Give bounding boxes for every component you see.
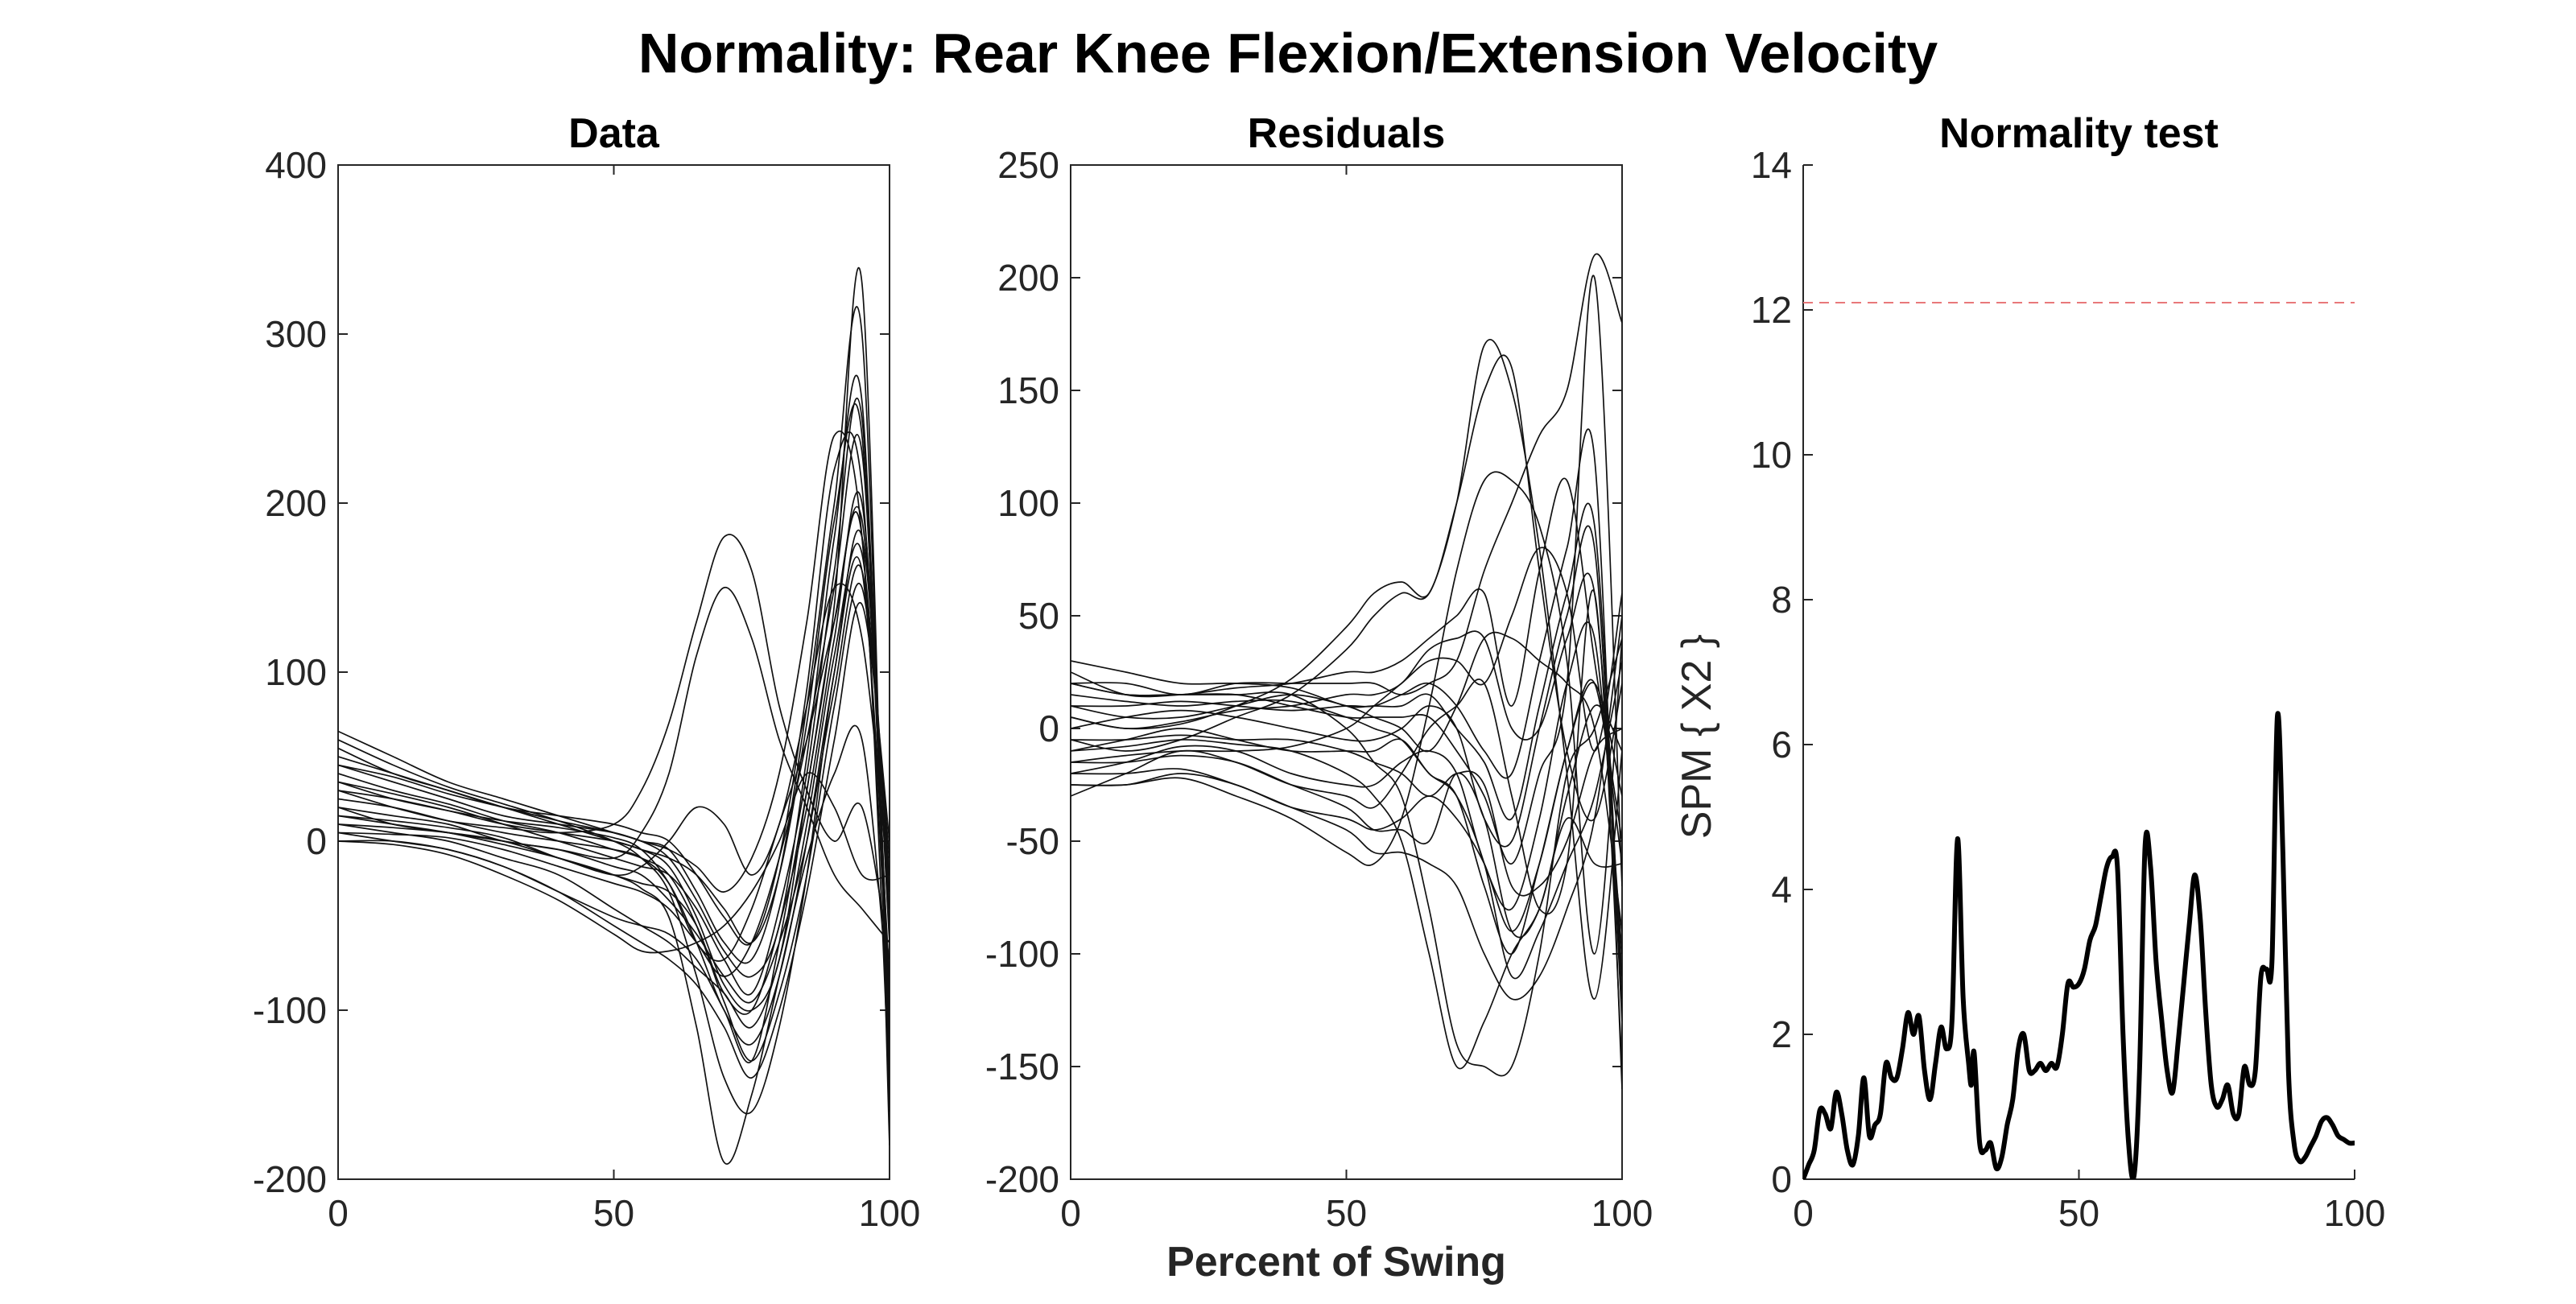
residuals-x-tick-label: 100: [1591, 1192, 1653, 1234]
data-title: Data: [568, 110, 660, 157]
data-curve-16: [338, 534, 890, 960]
data-curve-19: [338, 724, 890, 1165]
data-curve-12: [338, 403, 890, 1062]
residuals-curve-17: [1071, 547, 1622, 763]
residuals-curve-2: [1071, 621, 1622, 955]
data-y-tick-label: -200: [253, 1158, 327, 1200]
residuals-y-tick-label: -50: [1006, 820, 1059, 862]
residuals-curve-11: [1071, 660, 1622, 980]
residuals-y-tick-label: 100: [997, 482, 1059, 524]
data-axes-box: [337, 164, 890, 1180]
normality-test-y-tick-label: 12: [1751, 289, 1792, 331]
residuals-y-tick-label: -150: [985, 1046, 1059, 1087]
data-curve-20: [338, 511, 890, 1096]
data-curve-6: [338, 266, 890, 1146]
residuals-curve-22: [1071, 253, 1622, 695]
normality-test-title: Normality test: [1939, 110, 2219, 157]
residuals-y-tick-label: 200: [997, 257, 1059, 299]
residuals-panel: Residuals 0 50 100 -200 -150 -100 -50 0 50 100 150 2…: [985, 110, 1653, 1234]
data-y-tick-label: 300: [265, 313, 327, 355]
data-curve-7: [338, 374, 890, 1079]
residuals-curve-18: [1071, 638, 1622, 1077]
data-curve-10: [338, 564, 890, 1004]
normality-test-x-tick-label: 100: [2324, 1192, 2386, 1234]
spm-x2-series-line: [1803, 711, 2355, 1179]
data-x-tick-label: 50: [593, 1192, 634, 1234]
residuals-y-tick-label: -200: [985, 1158, 1059, 1200]
data-curve-17: [338, 583, 890, 893]
residuals-curve-12: [1071, 572, 1622, 977]
data-curve-14: [338, 601, 890, 1079]
normality-test-y-tick-label: 6: [1771, 724, 1792, 765]
data-x-tick-label: 0: [328, 1192, 349, 1234]
residuals-curve-21: [1071, 471, 1622, 955]
data-curve-9: [338, 543, 890, 1029]
data-curve-21: [338, 772, 890, 954]
residuals-curves: [1071, 253, 1622, 1090]
residuals-curve-19: [1071, 739, 1622, 1070]
data-y-tick-label: -100: [253, 989, 327, 1031]
data-curve-22: [338, 430, 890, 1028]
normality-test-y-tick-label: 14: [1751, 144, 1792, 186]
residuals-y-tick-label: 0: [1038, 708, 1059, 749]
normality-test-y-tick-label: 4: [1771, 869, 1792, 910]
normality-test-y-tick-label: 0: [1771, 1158, 1792, 1200]
data-y-tick-label: 400: [265, 144, 327, 186]
data-curve-18: [338, 555, 890, 1115]
normality-test-panel: Normality test 0 50 100 0 2 4 6 8 10 12 14 SPM { X2 …: [1674, 110, 2385, 1234]
residuals-curve-6: [1071, 274, 1622, 887]
residuals-y-tick-label: 50: [1018, 595, 1059, 637]
data-curves: [338, 266, 890, 1165]
data-y-tick-label: 200: [265, 482, 327, 524]
residuals-curve-9: [1071, 704, 1622, 939]
normality-test-y-axis-label: SPM { X2 }: [1674, 634, 1720, 839]
data-panel: Data 0 50 100 -200 -100 0 100 200 300 400: [253, 110, 920, 1234]
residuals-curve-13: [1071, 477, 1622, 842]
normality-test-x-tick-label: 50: [2058, 1192, 2099, 1234]
residuals-title: Residuals: [1248, 110, 1446, 157]
data-y-tick-label: 100: [265, 651, 327, 693]
normality-test-y-tick-label: 2: [1771, 1013, 1792, 1055]
normality-test-x-tick-label: 0: [1793, 1192, 1814, 1234]
residuals-y-tick-label: 150: [997, 369, 1059, 411]
data-curve-5: [338, 306, 890, 1112]
residuals-curve-15: [1071, 339, 1622, 1000]
residuals-x-tick-label: 0: [1060, 1192, 1081, 1234]
normality-test-y-tick-label: 10: [1751, 434, 1792, 476]
normality-test-y-tick-label: 8: [1771, 579, 1792, 621]
x-axis-label: Percent of Swing: [1166, 1239, 1506, 1285]
residuals-x-tick-label: 50: [1326, 1192, 1367, 1234]
residuals-y-tick-label: -100: [985, 933, 1059, 975]
residuals-y-tick-label: 250: [997, 144, 1059, 186]
figure-title: Normality: Rear Knee Flexion/Extension V…: [638, 22, 1938, 85]
data-y-tick-label: 0: [306, 820, 327, 862]
residuals-curve-10: [1071, 728, 1622, 897]
residuals-curve-14: [1071, 615, 1622, 1001]
data-x-tick-label: 100: [859, 1192, 921, 1234]
